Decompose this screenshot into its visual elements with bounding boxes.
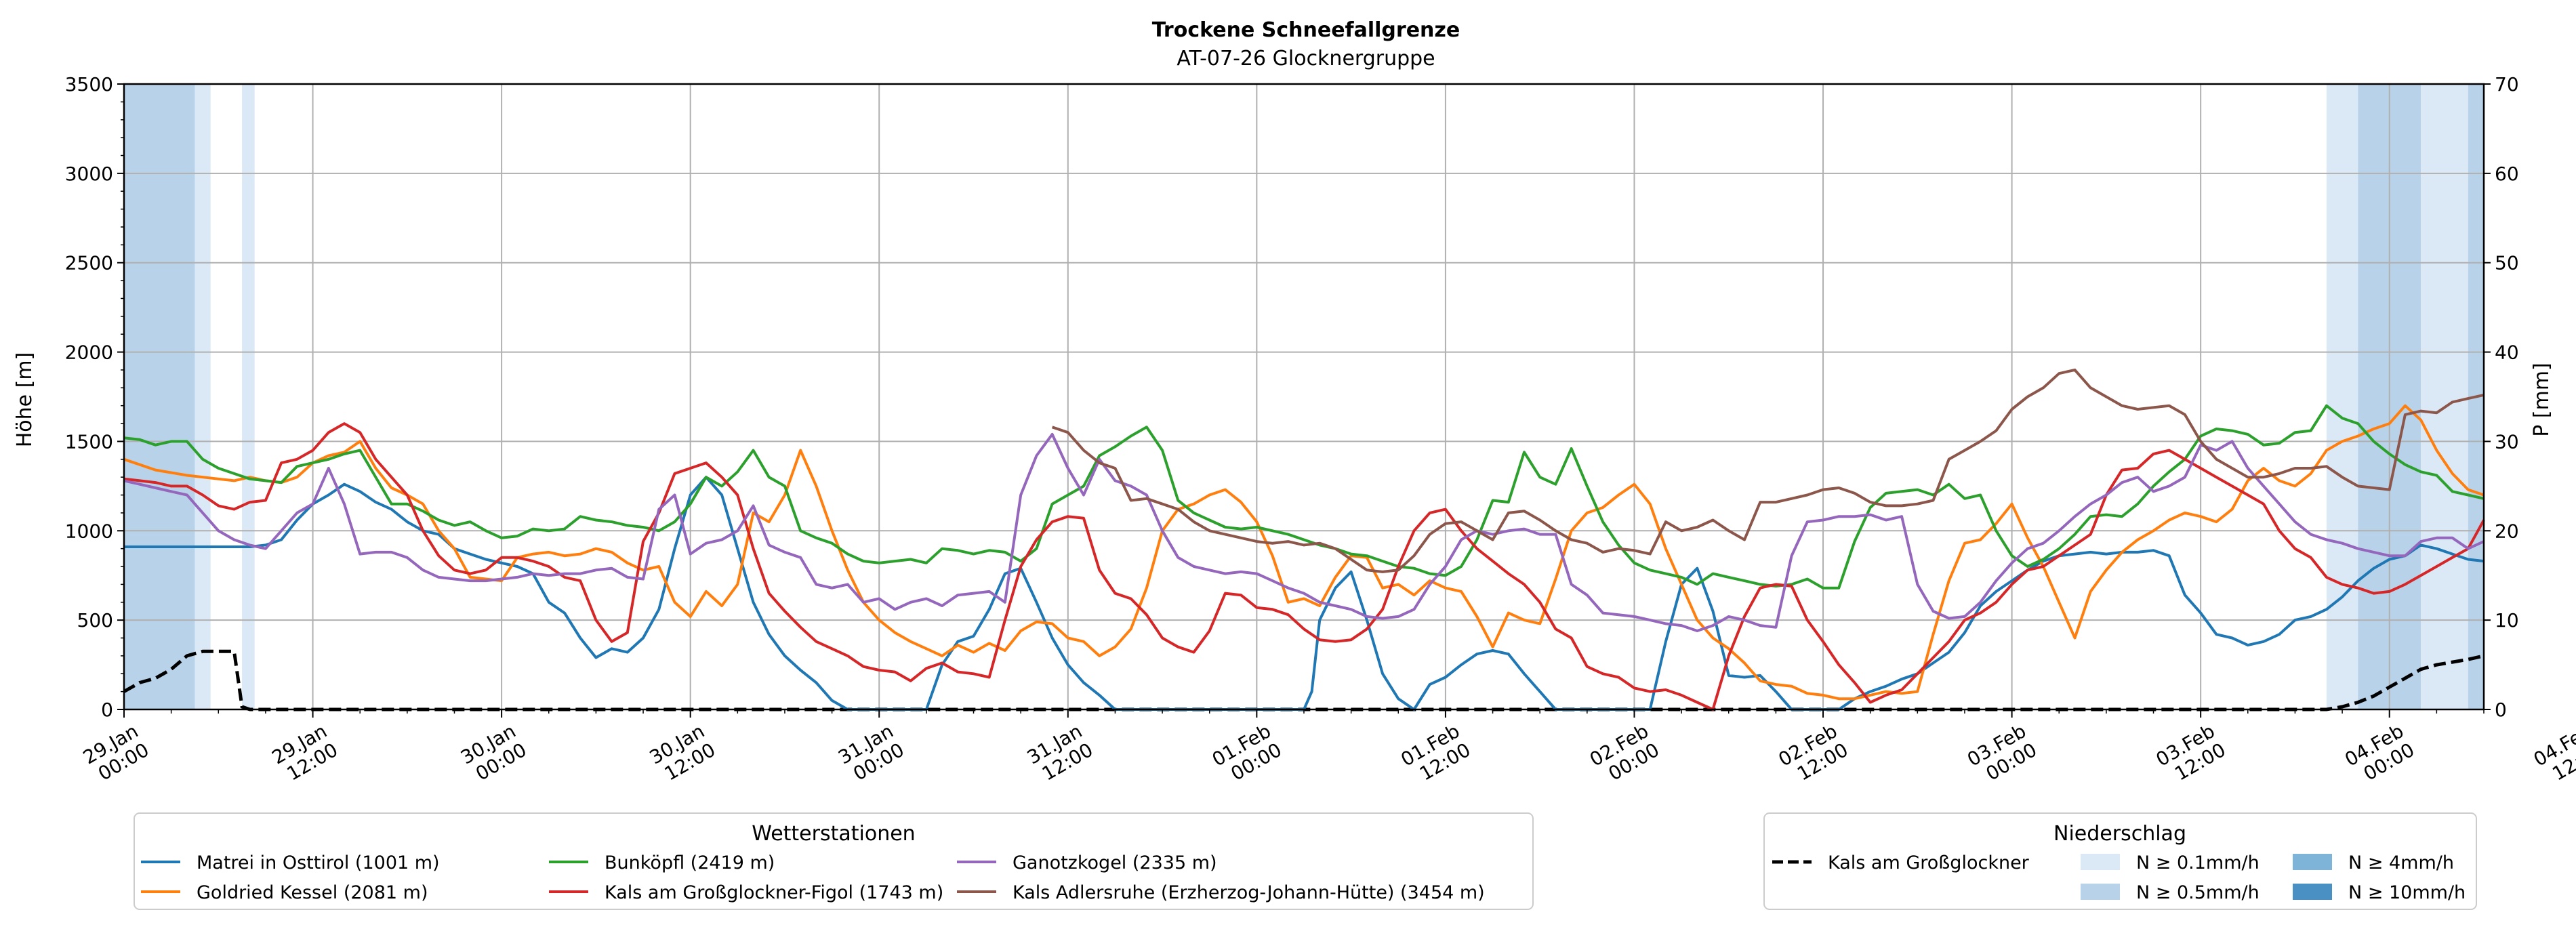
legend-precip-swatch-0 [2081, 854, 2120, 870]
legend-label-2: Bunköpfl (2419 m) [605, 852, 775, 873]
y-tick-label-0: 0 [101, 699, 113, 721]
y-tick-label-2: 1000 [65, 520, 113, 542]
precip-band-0 [124, 84, 195, 709]
precip-band-3 [2326, 84, 2358, 709]
station-lines [123, 368, 2485, 711]
y-tick-label-4: 2000 [65, 342, 113, 364]
series-line-5 [1051, 368, 2485, 573]
series-line-1 [123, 404, 2485, 701]
legend-label-1: Goldried Kessel (2081 m) [197, 882, 428, 903]
y-axis-left: 0 500 1000 1500 2000 2500 3000 3500 [65, 73, 124, 721]
y-axis-label: Höhe [m] [13, 352, 37, 448]
series-line-4 [123, 432, 2485, 632]
y-tick-label-7: 3500 [65, 73, 113, 96]
legend-label-5: Kals Adlersruhe (Erzherzog-Johann-Hütte)… [1013, 882, 1485, 903]
reference-precip-line [123, 649, 2485, 711]
legend-stations-title: Wetterstationen [752, 822, 915, 846]
grid-lines [123, 83, 2484, 710]
y2-tick-label-4: 40 [2495, 342, 2519, 364]
y-tick-label-5: 2500 [65, 252, 113, 274]
series-line-0 [124, 476, 2485, 711]
y-tick-label-1: 500 [77, 609, 113, 632]
legend-precip-label-1: N ≥ 0.5mm/h [2136, 882, 2260, 903]
legend-precipitation: Niederschlag Kals am Großglockner N ≥ 0.1… [1763, 812, 2477, 910]
precipitation-bands [124, 84, 2484, 709]
y2-tick-label-7: 70 [2495, 73, 2519, 96]
legend-label-3: Kals am Großglockner-Figol (1743 m) [605, 882, 943, 903]
chart-title: Trockene Schneefallgrenze [1152, 18, 1460, 42]
y2-tick-label-2: 20 [2495, 520, 2519, 542]
legend-precip-swatch-3 [2293, 884, 2332, 900]
series-line-2 [123, 404, 2485, 590]
legend-precip-title: Niederschlag [2053, 822, 2186, 846]
y-tick-label-3: 1500 [65, 430, 113, 453]
legend-precip-label-3: N ≥ 10mm/h [2348, 882, 2466, 903]
y2-axis-label: P [mm] [2530, 363, 2554, 436]
y-tick-label-6: 3000 [65, 163, 113, 185]
plot-frame [123, 83, 2485, 711]
y2-tick-label-5: 50 [2495, 252, 2519, 274]
legend-label-4: Ganotzkogel (2335 m) [1013, 852, 1217, 873]
legend-precip-label-0: N ≥ 0.1mm/h [2136, 852, 2260, 873]
legend-label-0: Matrei in Osttirol (1001 m) [197, 852, 440, 873]
legend-precip-swatch-1 [2081, 884, 2120, 900]
legend-precip-label-2: N ≥ 4mm/h [2348, 852, 2454, 873]
y2-tick-label-1: 10 [2495, 609, 2519, 632]
legend-label-reference: Kals am Großglockner [1828, 852, 2030, 873]
precip-band-1 [195, 84, 211, 709]
legend-precip-swatch-2 [2293, 854, 2332, 870]
y2-tick-label-0: 0 [2495, 699, 2507, 721]
precip-band-2 [242, 84, 255, 709]
series-line-reference [123, 649, 2485, 711]
legend-stations: Wetterstationen Matrei in Osttirol (1001… [134, 812, 1534, 910]
y-axis-right: 0 10 20 30 40 50 60 70 [2484, 73, 2519, 721]
chart-subtitle: AT-07-26 Glocknergruppe [1177, 47, 1435, 70]
series-line-3 [123, 422, 2485, 711]
precip-band-5 [2421, 84, 2468, 709]
y2-tick-label-3: 30 [2495, 430, 2519, 453]
y2-tick-label-6: 60 [2495, 163, 2519, 185]
